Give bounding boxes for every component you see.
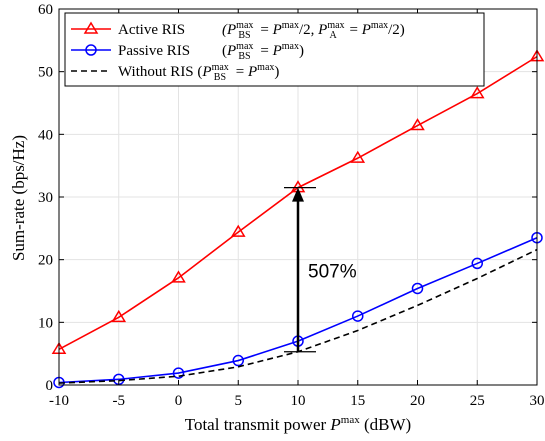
legend: Active RIS (Pmax BS = Pmax/2, Pmax A = Pma… <box>64 12 485 87</box>
y-tick-label: 20 <box>38 253 53 269</box>
y-tick-label: 50 <box>38 65 53 81</box>
data-point-triangle <box>350 150 366 163</box>
x-tick-label: 30 <box>530 393 545 409</box>
legend-label-without-ris: Without RIS (Pmax BS = Pmax) <box>118 62 279 83</box>
data-point-circle <box>411 282 424 295</box>
y-axis-label: Sum-rate (bps/Hz) <box>9 135 28 261</box>
x-tick-label: -5 <box>113 393 126 409</box>
x-tick-label: 10 <box>291 393 306 409</box>
data-point-triangle <box>171 270 186 283</box>
legend-marker-circle <box>85 44 97 56</box>
x-axis-label: Total transmit power Pmax (dBW) <box>185 414 411 434</box>
data-point-circle <box>471 257 483 270</box>
legend-box <box>64 12 485 87</box>
annotation-layer: 507% <box>284 186 357 353</box>
axes <box>58 8 538 386</box>
annotation-arrow-head <box>292 187 304 202</box>
x-tick-label: 0 <box>175 393 183 409</box>
x-tick-label: 25 <box>470 393 485 409</box>
legend-item-passive-ris: Passive RIS (Pmax BS = Pmax) <box>71 41 304 62</box>
legend-item-active-ris: Active RIS (Pmax BS = Pmax/2, Pmax A = Pma… <box>71 20 405 41</box>
legend-item-without-ris: Without RIS (Pmax BS = Pmax) <box>71 62 279 83</box>
x-tick-label: 15 <box>350 393 365 409</box>
x-tick-label: -10 <box>49 393 69 409</box>
y-tick-label: 30 <box>38 190 53 206</box>
y-tick-label: 40 <box>38 127 53 143</box>
data-point-circle <box>172 367 185 379</box>
legend-label-active-ris: Active RIS (Pmax BS = Pmax/2, Pmax A = Pma… <box>118 20 405 41</box>
y-tick-label: 10 <box>38 315 53 331</box>
tick-labels: -10 -5 0 5 10 15 20 25 30 0 10 20 30 40 50 60 <box>38 2 545 409</box>
data-point-triangle <box>410 118 425 131</box>
data-point-circle <box>232 354 244 367</box>
data-point-triangle <box>111 309 127 323</box>
data-point-circle <box>352 310 364 322</box>
y-tick-label: 0 <box>46 378 54 394</box>
y-tick-label: 60 <box>38 2 53 18</box>
x-tick-label: 5 <box>235 393 243 409</box>
legend-marker-triangle <box>83 21 99 34</box>
data-point-triangle <box>469 86 485 99</box>
plot-frame <box>58 8 538 386</box>
annotation-label: 507% <box>308 262 357 283</box>
legend-label-passive-ris: Passive RIS (Pmax BS = Pmax) <box>118 41 304 62</box>
data-point-triangle <box>230 224 246 237</box>
x-tick-label: 20 <box>410 393 425 409</box>
